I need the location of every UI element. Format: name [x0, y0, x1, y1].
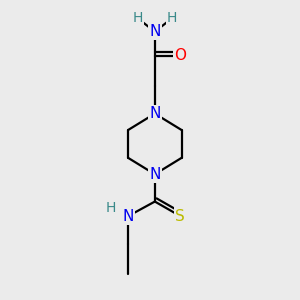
Text: N: N — [149, 106, 160, 121]
Text: N: N — [149, 167, 160, 182]
Text: H: H — [106, 201, 116, 214]
Text: H: H — [133, 11, 143, 26]
Text: H: H — [167, 11, 177, 26]
Text: N: N — [149, 24, 160, 39]
Text: N: N — [122, 208, 134, 224]
Text: O: O — [174, 49, 186, 64]
Text: S: S — [176, 208, 185, 224]
